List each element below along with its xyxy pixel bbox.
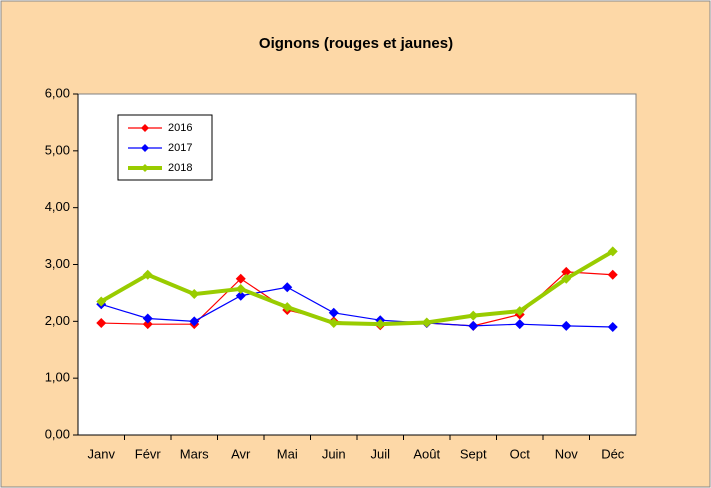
x-tick-label: Sept	[460, 446, 487, 461]
y-tick-label: 5,00	[45, 142, 70, 157]
y-tick-label: 6,00	[45, 85, 70, 100]
legend-marker	[141, 124, 149, 132]
point	[561, 266, 572, 277]
point	[189, 289, 200, 300]
point	[561, 320, 572, 331]
point	[514, 306, 525, 317]
point	[421, 317, 432, 328]
series-line	[100, 249, 614, 327]
point	[282, 302, 293, 313]
x-tick-label: Mars	[180, 446, 209, 461]
x-tick-label: Mai	[277, 446, 298, 461]
point	[235, 290, 246, 301]
legend-label: 2017	[168, 142, 192, 154]
x-tick-label: Oct	[510, 446, 531, 461]
point	[142, 313, 153, 324]
y-tick-label: 3,00	[45, 256, 70, 271]
legend-marker	[141, 144, 149, 152]
y-tick-label: 1,00	[45, 370, 70, 385]
point	[607, 246, 618, 257]
y-tick-label: 0,00	[45, 426, 70, 441]
x-tick-label: Févr	[135, 446, 162, 461]
series-line	[101, 286, 613, 328]
point	[514, 319, 525, 330]
x-tick-label: Nov	[555, 446, 579, 461]
point	[142, 269, 153, 280]
y-tick-label: 2,00	[45, 313, 70, 328]
point	[375, 319, 386, 330]
point	[607, 269, 618, 280]
point	[235, 273, 246, 284]
point	[328, 307, 339, 318]
point	[235, 283, 246, 294]
x-tick-label: Avr	[231, 446, 251, 461]
legend-label: 2016	[168, 122, 192, 134]
point	[607, 322, 618, 333]
point	[142, 319, 153, 330]
x-tick-label: Août	[413, 446, 440, 461]
point	[468, 310, 479, 321]
x-tick-label: Janv	[88, 446, 116, 461]
point	[282, 282, 293, 293]
x-tick-label: Juil	[370, 446, 390, 461]
point	[189, 316, 200, 327]
y-tick-label: 4,00	[45, 199, 70, 214]
point	[96, 296, 107, 307]
chart-title: Oignons (rouges et jaunes)	[259, 35, 453, 52]
point	[328, 318, 339, 329]
x-tick-label: Déc	[601, 446, 625, 461]
point	[561, 273, 572, 284]
x-tick-label: Juin	[322, 446, 346, 461]
legend-label: 2018	[168, 162, 192, 174]
point	[96, 318, 107, 329]
point	[468, 320, 479, 331]
legend-marker	[141, 164, 149, 172]
